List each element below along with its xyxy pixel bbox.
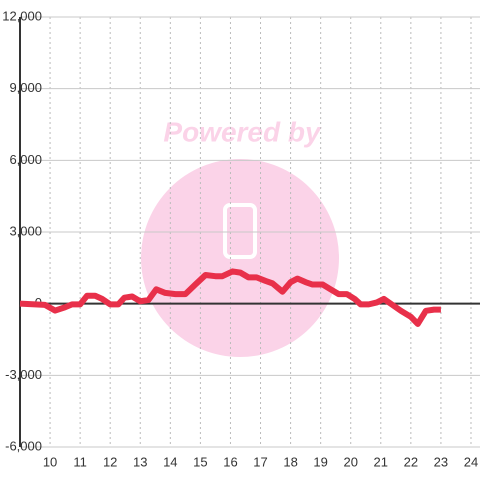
x-tick-label: 17 bbox=[253, 454, 267, 469]
x-tick-label: 14 bbox=[163, 454, 177, 469]
x-tick-label: 24 bbox=[464, 454, 478, 469]
x-tick-label: 13 bbox=[133, 454, 147, 469]
x-tick-label: 22 bbox=[404, 454, 418, 469]
x-tick-label: 12 bbox=[103, 454, 117, 469]
x-tick-label: 18 bbox=[283, 454, 297, 469]
x-tick-label: 10 bbox=[43, 454, 57, 469]
y-tick-label: 9,000 bbox=[9, 80, 42, 95]
x-tick-label: 23 bbox=[434, 454, 448, 469]
watermark-icon bbox=[223, 203, 257, 259]
y-tick-label: -6,000 bbox=[5, 438, 42, 453]
y-tick-label: 6,000 bbox=[9, 152, 42, 167]
y-tick-label: -3,000 bbox=[5, 367, 42, 382]
watermark-text: Powered by bbox=[163, 116, 322, 147]
x-tick-label: 16 bbox=[223, 454, 237, 469]
x-tick-label: 11 bbox=[73, 454, 87, 469]
y-tick-label: 12,000 bbox=[2, 8, 42, 23]
y-tick-label: 3,000 bbox=[9, 223, 42, 238]
x-tick-label: 15 bbox=[193, 454, 207, 469]
x-tick-label: 21 bbox=[374, 454, 388, 469]
x-tick-label: 20 bbox=[343, 454, 357, 469]
x-tick-label: 19 bbox=[313, 454, 327, 469]
data-line bbox=[19, 268, 441, 327]
